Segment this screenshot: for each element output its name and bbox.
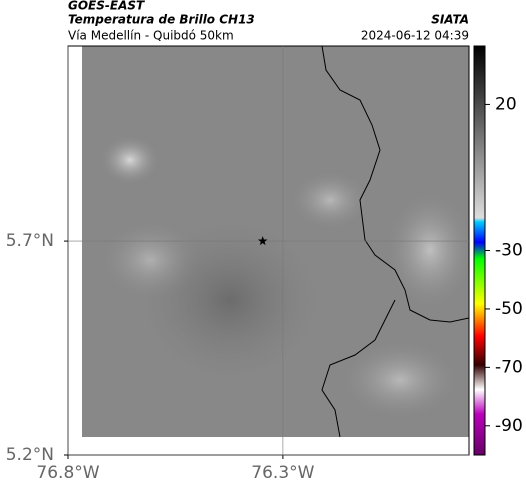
org: SIATA <box>431 13 469 27</box>
x-tick-label: 76.3°W <box>251 463 314 483</box>
colorbar-tick-label: -70 <box>495 357 523 377</box>
map-image <box>82 45 475 438</box>
subtitle: Vía Medellín - Quibdó 50km <box>68 29 234 43</box>
colorbar-tick-label: -30 <box>495 241 523 261</box>
datetime: 2024-06-12 04:39 <box>361 29 469 43</box>
location-marker <box>257 236 268 246</box>
title: Temperatura de Brillo CH13 <box>68 13 255 27</box>
y-tick-label: 5.7°N <box>6 231 54 251</box>
y-tick-label: 5.2°N <box>6 445 54 465</box>
colorbar <box>473 45 486 456</box>
x-tick-label: 76.8°W <box>36 463 99 483</box>
colorbar-tick-label: -50 <box>495 299 523 319</box>
colorbar-tick-label: 20 <box>495 94 517 114</box>
source: GOES-EAST <box>68 0 145 13</box>
colorbar-tick-label: -90 <box>495 416 523 436</box>
